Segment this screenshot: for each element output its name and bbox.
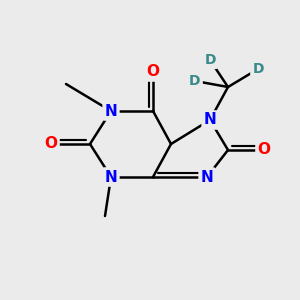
- Text: N: N: [201, 169, 213, 184]
- Text: N: N: [105, 169, 117, 184]
- Text: D: D: [204, 53, 216, 67]
- Text: N: N: [105, 103, 117, 118]
- Text: O: O: [146, 64, 160, 80]
- Text: O: O: [44, 136, 58, 152]
- Text: O: O: [257, 142, 271, 158]
- Text: D: D: [189, 74, 201, 88]
- Text: D: D: [252, 62, 264, 76]
- Text: N: N: [204, 112, 216, 128]
